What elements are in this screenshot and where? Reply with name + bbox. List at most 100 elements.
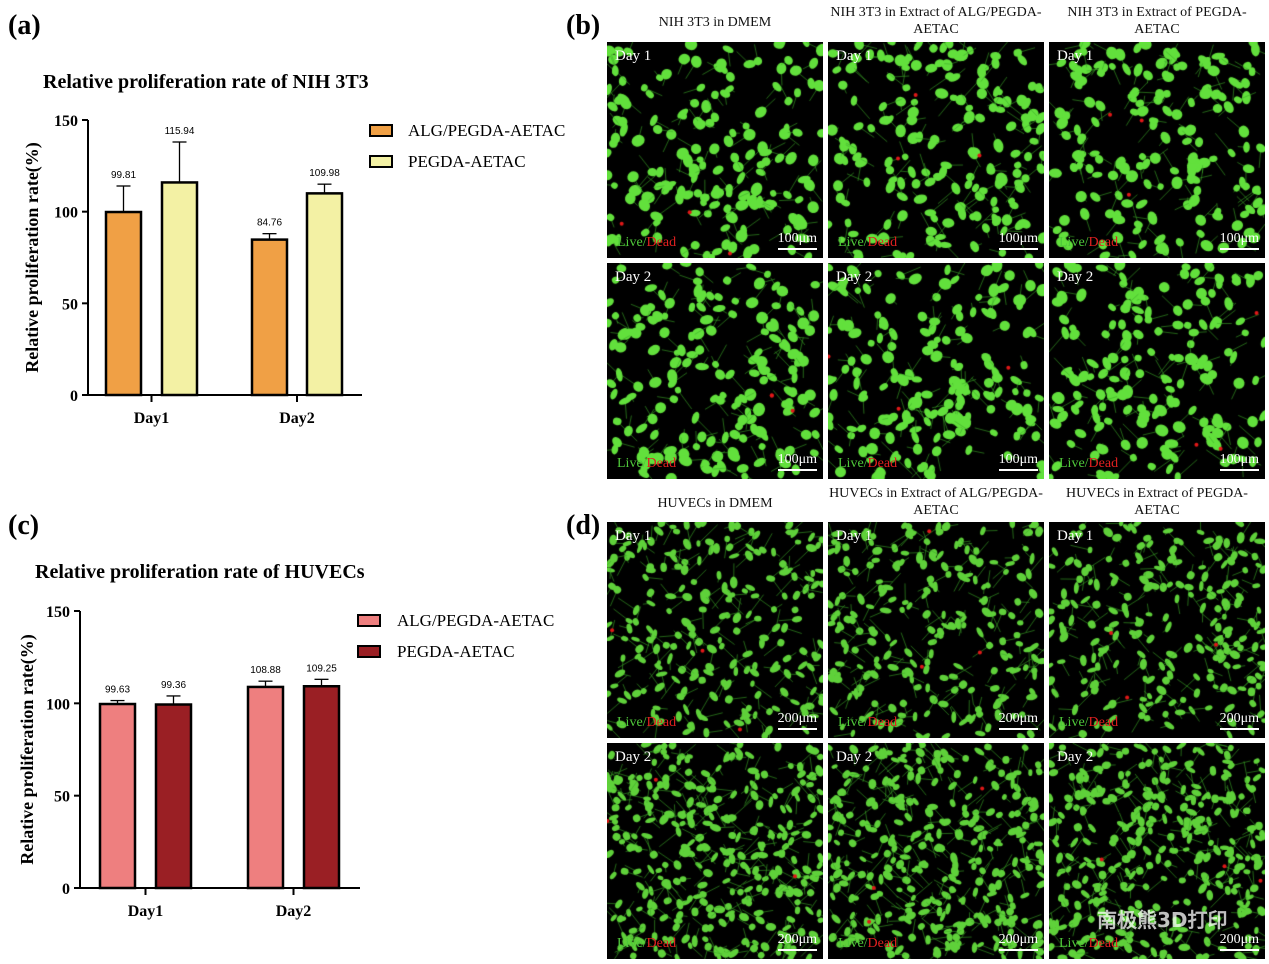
data-label: 109.25	[306, 663, 337, 674]
micrograph: Day 2 Live/Dead 200μm	[1049, 743, 1265, 959]
bar	[302, 685, 341, 890]
y-tick-label: 50	[54, 789, 70, 806]
live-dead-image	[828, 522, 1044, 738]
panel-label-b: (b)	[566, 10, 601, 41]
live-label: Live	[838, 456, 864, 471]
panel-label-c: (c)	[8, 510, 40, 541]
live-label: Live	[1059, 715, 1085, 730]
scale-bar: 200μm	[1219, 712, 1259, 730]
legend-swatch	[357, 645, 381, 658]
bar-charts: 0 50 100 150 Relative proliferation rate(%) D…	[17, 113, 565, 920]
live-dead-image	[828, 743, 1044, 959]
dead-label: Dead	[1088, 456, 1119, 471]
legend-label: ALG/PEGDA-AETAC	[397, 611, 554, 630]
legend-swatch	[369, 124, 393, 137]
scale-bar: 100μm	[998, 453, 1038, 471]
legend-label: PEGDA-AETAC	[408, 152, 526, 171]
micrograph: Day 1 Live/Dead 100μm	[1049, 42, 1265, 258]
live-label: Live	[1059, 936, 1085, 951]
live-dead-image	[607, 263, 823, 479]
dead-label: Dead	[867, 235, 898, 250]
live-dead-image	[828, 263, 1044, 479]
micrograph: Day 2 Live/Dead 100μm	[1049, 263, 1265, 479]
data-label: 99.81	[111, 170, 136, 181]
day-label: Day 1	[615, 48, 652, 64]
micrograph: Day 1 Live/Dead 100μm	[828, 42, 1044, 258]
separator: /	[863, 715, 868, 730]
separator: /	[642, 456, 647, 471]
x-tick-label: Day1	[128, 903, 164, 920]
scale-bar: 200μm	[777, 712, 817, 730]
dead-label: Dead	[646, 715, 677, 730]
day-label: Day 2	[1057, 749, 1094, 765]
panel-label-d: (d)	[566, 510, 601, 541]
day-label: Day 2	[615, 269, 652, 285]
stain-legend: Live/Dead	[617, 235, 676, 251]
x-tick-label: Day2	[276, 903, 312, 920]
stain-legend: Live/Dead	[617, 936, 676, 952]
micrograph: Day 2 Live/Dead 200μm	[828, 743, 1044, 959]
bar	[98, 702, 137, 890]
stain-legend: Live/Dead	[1059, 715, 1118, 731]
day-label: Day 2	[615, 749, 652, 765]
live-label: Live	[838, 936, 864, 951]
bar	[250, 238, 289, 397]
separator: /	[863, 235, 868, 250]
separator: /	[1084, 936, 1089, 951]
y-axis-label: Relative proliferation rate(%)	[17, 634, 38, 865]
live-label: Live	[838, 715, 864, 730]
dead-label: Dead	[646, 235, 677, 250]
column-header: HUVECs in Extract of PEGDA-AETAC	[1066, 486, 1248, 518]
separator: /	[642, 936, 647, 951]
bar	[104, 210, 143, 397]
chart-a-title: Relative proliferation rate of NIH 3T3	[43, 71, 369, 93]
live-dead-image	[607, 522, 823, 738]
scale-bar: 100μm	[1219, 453, 1259, 471]
y-axis-label: Relative proliferation rate(%)	[22, 142, 43, 373]
live-dead-image	[1049, 743, 1265, 959]
live-dead-image	[607, 42, 823, 258]
legend-swatch	[369, 155, 393, 168]
micrograph: Day 1 Live/Dead 200μm	[607, 522, 823, 738]
stain-legend: Live/Dead	[838, 456, 897, 472]
micrograph: Day 1 Live/Dead 200μm	[828, 522, 1044, 738]
column-header: HUVECs in Extract of ALG/PEGDA-AETAC	[829, 486, 1043, 518]
dead-label: Dead	[646, 456, 677, 471]
separator: /	[1084, 715, 1089, 730]
scale-bar: 100μm	[998, 232, 1038, 250]
data-label: 115.94	[165, 126, 195, 137]
chart-c-title: Relative proliferation rate of HUVECs	[35, 561, 365, 583]
live-label: Live	[617, 936, 643, 951]
separator: /	[642, 235, 647, 250]
live-label: Live	[1059, 235, 1085, 250]
live-dead-image	[828, 42, 1044, 258]
live-dead-image	[1049, 263, 1265, 479]
scale-bar: 100μm	[777, 232, 817, 250]
y-tick-label: 0	[62, 881, 70, 898]
y-tick-label: 150	[46, 604, 70, 621]
column-header: NIH 3T3 in Extract of PEGDA-AETAC	[1067, 5, 1247, 37]
micrograph: Day 2 Live/Dead 100μm	[828, 263, 1044, 479]
column-header: NIH 3T3 in DMEM	[658, 15, 772, 30]
y-tick-label: 150	[54, 113, 78, 130]
day-label: Day 1	[836, 48, 873, 64]
x-tick-label: Day2	[279, 410, 315, 427]
live-label: Live	[838, 235, 864, 250]
stain-legend: Live/Dead	[838, 235, 897, 251]
day-label: Day 1	[836, 528, 873, 544]
day-label: Day 1	[615, 528, 652, 544]
live-dead-image	[1049, 522, 1265, 738]
panel-label-a: (a)	[8, 10, 41, 41]
micrograph: Day 2 Live/Dead 200μm	[607, 743, 823, 959]
data-label: 99.63	[105, 685, 130, 696]
day-label: Day 1	[1057, 528, 1094, 544]
live-dead-image	[607, 743, 823, 959]
micrograph: Day 1 Live/Dead 200μm	[1049, 522, 1265, 738]
live-label: Live	[617, 235, 643, 250]
x-tick-label: Day1	[134, 410, 170, 427]
dead-label: Dead	[646, 936, 677, 951]
day-label: Day 2	[836, 269, 873, 285]
watermark: 南极熊3D打印	[1097, 908, 1228, 932]
live-label: Live	[617, 715, 643, 730]
separator: /	[1084, 235, 1089, 250]
